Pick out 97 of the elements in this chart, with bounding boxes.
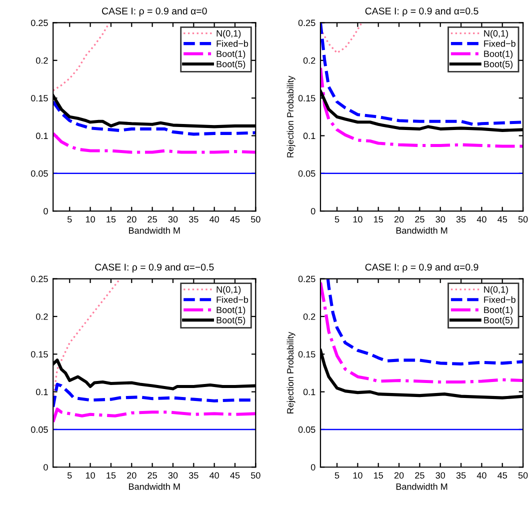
x-tick-label: 15	[106, 472, 116, 479]
y-tick-label: 0.1	[36, 132, 48, 140]
x-tick-label: 20	[127, 472, 136, 479]
line-series	[320, 281, 524, 384]
chart-title: CASE I: ρ = 0.9 and α=−0.5	[95, 263, 214, 273]
x-tick-label: 10	[353, 472, 362, 479]
legend-label: Fixed−b	[216, 40, 248, 47]
y-tick-label: 0	[310, 464, 316, 470]
x-axis-title: Bandwidth M	[129, 483, 180, 490]
x-tick-label: 5	[334, 216, 340, 223]
x-tick-label: 5	[67, 472, 72, 479]
x-tick-label: 35	[188, 472, 198, 479]
y-tick-label: 0.15	[31, 95, 48, 102]
x-tick-label: 45	[498, 216, 508, 223]
x-tick-label: 15	[106, 216, 116, 223]
y-tick-label: 0.15	[298, 95, 316, 102]
x-tick-label: 30	[168, 472, 178, 479]
x-tick-label: 20	[127, 216, 136, 223]
x-tick-label: 30	[168, 216, 178, 223]
legend-label: N(0,1)	[484, 286, 508, 294]
line-series	[53, 22, 110, 92]
line-series	[320, 22, 363, 54]
line-series	[53, 408, 256, 424]
x-tick-label: 50	[251, 216, 260, 223]
y-tick-label: 0.25	[31, 20, 48, 26]
x-tick-label: 40	[476, 216, 486, 223]
legend-label: Boot(5)	[484, 60, 512, 70]
y-tick-label: 0.15	[31, 351, 48, 358]
x-axis-title: Bandwidth M	[396, 227, 448, 234]
x-tick-label: 50	[518, 472, 528, 479]
chart-title: CASE I: ρ = 0.9 and α=0.9	[365, 263, 478, 273]
legend-label: Boot(1)	[484, 306, 512, 315]
y-tick-label: 0.2	[303, 313, 316, 320]
x-tick-label: 15	[374, 216, 383, 223]
x-tick-label: 10	[86, 216, 95, 223]
y-tick-label: 0.2	[36, 57, 48, 64]
legend-label: Boot(1)	[216, 50, 246, 59]
y-tick-label: 0	[310, 208, 316, 214]
x-tick-label: 45	[230, 216, 240, 223]
line-series	[53, 100, 256, 136]
y-tick-label: 0	[44, 464, 48, 470]
x-tick-label: 25	[415, 216, 424, 223]
x-tick-label: 40	[476, 472, 486, 479]
x-tick-label: 15	[374, 472, 383, 479]
legend-label: N(0,1)	[216, 286, 241, 294]
legend-label: Fixed−b	[484, 296, 516, 303]
legend-label: Boot(5)	[484, 316, 512, 326]
x-tick-label: 25	[148, 472, 157, 479]
y-tick-label: 0.25	[31, 276, 48, 282]
x-axis-title: Bandwidth M	[129, 227, 180, 234]
x-tick-label: 45	[230, 472, 240, 479]
chart-title: CASE I: ρ = 0.9 and α=0	[102, 7, 207, 16]
x-tick-label: 35	[456, 472, 466, 479]
x-tick-label: 40	[210, 472, 219, 479]
x-tick-label: 5	[334, 472, 340, 479]
y-tick-label: 0.1	[303, 388, 316, 396]
y-tick-label: 0.05	[298, 170, 316, 177]
legend-label: Boot(5)	[216, 316, 246, 326]
legend-label: Fixed−b	[484, 40, 516, 47]
y-tick-label: 0.05	[31, 426, 48, 433]
x-axis-title: Bandwidth M	[396, 483, 448, 490]
y-axis-title: Rejection Probability	[286, 76, 296, 158]
x-tick-label: 20	[394, 472, 404, 479]
x-tick-label: 25	[148, 216, 157, 223]
y-tick-label: 0.05	[31, 170, 48, 177]
y-tick-label: 0.05	[298, 426, 316, 433]
x-tick-label: 50	[251, 472, 260, 479]
x-tick-label: 45	[498, 472, 508, 479]
line-series	[326, 278, 524, 366]
x-tick-label: 50	[518, 216, 528, 223]
x-tick-label: 35	[456, 216, 466, 223]
y-tick-label: 0.15	[298, 351, 316, 358]
x-tick-label: 40	[210, 216, 219, 223]
legend-label: N(0,1)	[484, 30, 508, 38]
legend-label: Boot(1)	[484, 50, 512, 59]
x-tick-label: 30	[436, 216, 446, 223]
y-tick-label: 0.1	[303, 132, 316, 140]
y-tick-label: 0	[44, 208, 48, 214]
x-tick-label: 25	[415, 472, 424, 479]
chart-title: CASE I: ρ = 0.9 and α=0.5	[365, 7, 478, 16]
x-tick-label: 35	[188, 216, 198, 223]
y-axis-title: Rejection Probability	[286, 332, 296, 414]
line-series	[53, 132, 256, 154]
x-tick-label: 10	[86, 472, 95, 479]
x-tick-label: 30	[436, 472, 446, 479]
legend-label: N(0,1)	[216, 30, 241, 38]
x-tick-label: 10	[353, 216, 362, 223]
legend-label: Boot(1)	[216, 306, 246, 315]
x-tick-label: 20	[394, 216, 404, 223]
y-tick-label: 0.1	[36, 388, 48, 396]
x-tick-label: 5	[67, 216, 72, 223]
y-tick-label: 0.2	[36, 313, 48, 320]
legend-label: Fixed−b	[216, 296, 248, 303]
y-tick-label: 0.25	[298, 20, 316, 26]
y-tick-label: 0.25	[298, 276, 316, 282]
legend-label: Boot(5)	[216, 60, 246, 70]
y-tick-label: 0.2	[303, 57, 316, 64]
